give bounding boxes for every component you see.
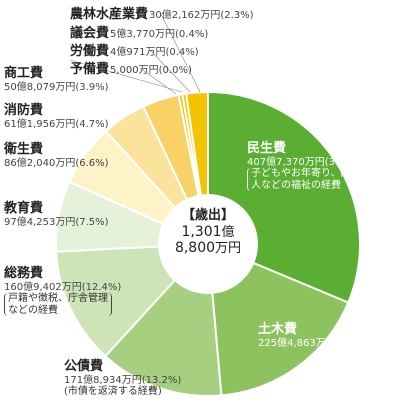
total-line-1: 1,301億	[158, 224, 258, 241]
label-gikaihi: 議会費5億3,770万円(0.4%)	[70, 23, 208, 42]
slice-note: 戸籍や徴税、庁舎管理などの経費	[4, 293, 112, 317]
total-unit-2: 万円	[215, 241, 242, 257]
slice-name: 予備費	[70, 62, 110, 77]
slice-name: 消防費	[4, 103, 44, 118]
slice-amount: 86億2,040万円	[4, 157, 76, 169]
slice-percent: (13.2%)	[141, 374, 182, 386]
slice-amount-line: 61億1,956万円(4.7%)	[4, 119, 109, 131]
slice-amount: 171億8,934万円	[64, 374, 142, 386]
total-value-2: 8,800	[174, 240, 216, 257]
pie-center-hole	[158, 194, 258, 294]
slice-amount-line: 225億4,863万円(17.3%)	[258, 338, 375, 350]
label-eiseihi: 衛生費 86億2,040万円(6.6%)	[4, 142, 109, 170]
slice-percent: (2.3%)	[220, 10, 254, 21]
label-dobokuhi: 土木費 225億4,863万円(17.3%)	[258, 322, 375, 350]
label-yobihi: 予備費5,000万円(0.0%)	[70, 59, 192, 78]
slice-percent: (6.6%)	[75, 157, 109, 169]
total-value-1: 1,301	[181, 223, 222, 240]
total-line-2: 8,800万円	[158, 240, 258, 257]
slice-name: 民生費	[247, 141, 287, 156]
slice-amount-line: 86億2,040万円(6.6%)	[4, 158, 109, 170]
label-shoukouhi: 商工費 50億8,079万円(3.9%)	[4, 66, 109, 94]
total-unit-1: 億	[221, 224, 235, 240]
slice-amount-line: 50億8,079万円(3.9%)	[4, 82, 109, 94]
slice-name: 労働費	[70, 44, 110, 59]
slice-percent: (0.0%)	[158, 65, 192, 76]
slice-percent: (12.4%)	[81, 281, 122, 293]
leader-line-3	[139, 67, 177, 95]
label-nourinsuisangyouhi: 農林水産業費30億2,162万円(2.3%)	[70, 4, 254, 23]
label-roudouhi: 労働費4億971万円(0.4%)	[70, 41, 199, 60]
leader-line-2	[149, 49, 191, 93]
slice-amount: 225億4,863万円	[258, 337, 336, 349]
slice-amount-line: 171億8,934万円(13.2%)	[64, 375, 181, 387]
slice-percent: (7.5%)	[75, 216, 109, 228]
slice-amount-line: 97億4,253万円(7.5%)	[4, 217, 109, 229]
slice-amount: 97億4,253万円	[4, 216, 76, 228]
slice-name: 土木費	[258, 322, 298, 337]
slice-amount: 5,000万円	[110, 65, 159, 76]
label-soumuhi: 総務費 160億9,402万円(12.4%) 戸籍や徴税、庁舎管理などの経費	[4, 266, 121, 317]
slice-name: 教育費	[4, 201, 44, 216]
slice-percent: (17.3%)	[335, 337, 376, 349]
leader-line-1	[159, 11, 201, 93]
slice-amount: 4億971万円	[110, 47, 166, 58]
pie-center-total: 【歳出】 1,301億 8,800万円	[158, 208, 258, 257]
slice-percent: (31.3%)	[324, 156, 365, 168]
slice-name: 衛生費	[4, 142, 44, 157]
slice-amount-line: 407億7,370万円(31.3%)	[247, 157, 395, 169]
label-kousaihi: 公債費 171億8,934万円(13.2%) (市債を返済する経費)	[64, 359, 181, 398]
slice-percent: (0.4%)	[175, 29, 209, 40]
label-kyouikuhi: 教育費 97億4,253万円(7.5%)	[4, 201, 109, 229]
slice-amount: 30億2,162万円	[149, 10, 221, 21]
leader-line-0	[69, 59, 183, 93]
slice-note: (市債を返済する経費)	[64, 386, 162, 398]
slice-percent: (4.7%)	[75, 118, 109, 130]
slice-amount: 5億3,770万円	[110, 29, 176, 40]
slice-name: 商工費	[4, 66, 44, 81]
slice-amount-line: 160億9,402万円(12.4%)	[4, 282, 121, 294]
slice-name: 議会費	[70, 26, 110, 41]
slice-amount: 407億7,370万円	[247, 156, 325, 168]
label-minseihi: 民生費 407億7,370万円(31.3%) 子どもやお年寄り、障害のある人など…	[247, 141, 395, 192]
chart-title: 【歳出】	[181, 208, 234, 223]
slice-amount: 160億9,402万円	[4, 281, 82, 293]
pie-slice-1	[206, 242, 350, 397]
slice-percent: (0.4%)	[165, 47, 199, 58]
slice-amount: 50億8,079万円	[4, 81, 76, 93]
slice-percent: (3.9%)	[75, 81, 109, 93]
slice-note: 子どもやお年寄り、障害のある人などの福祉の経費	[247, 168, 395, 192]
slice-amount: 61億1,956万円	[4, 118, 76, 130]
label-shouboushi: 消防費 61億1,956万円(4.7%)	[4, 103, 109, 131]
slice-name: 農林水産業費	[70, 7, 149, 22]
slice-name: 公債費	[64, 359, 104, 374]
slice-name: 総務費	[4, 266, 44, 281]
